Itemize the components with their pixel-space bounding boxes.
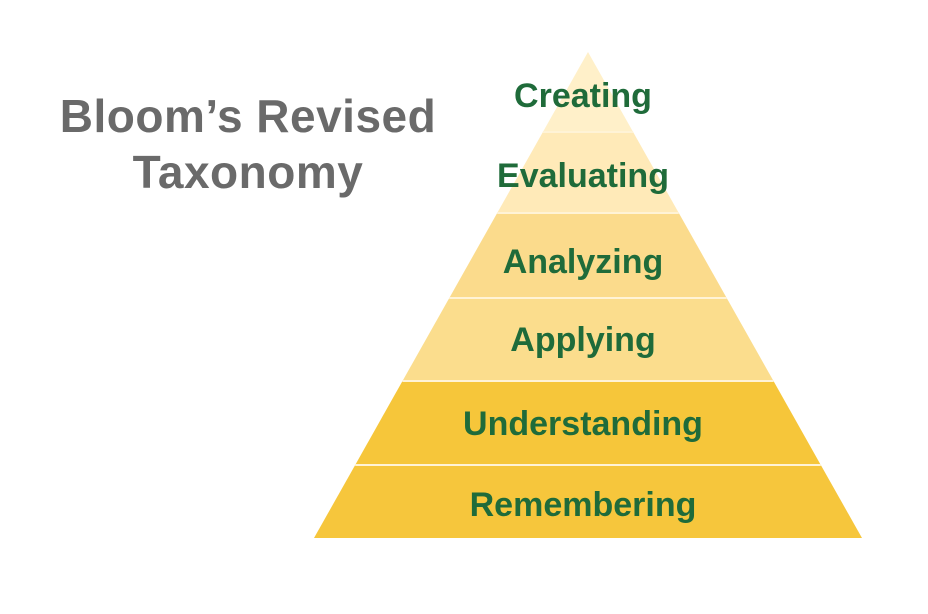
- diagram-title: Bloom’s Revised Taxonomy: [18, 88, 478, 200]
- title-line-1: Bloom’s Revised: [59, 90, 437, 142]
- pyramid-layer-applying: [402, 298, 774, 381]
- pyramid-layers: [314, 52, 862, 538]
- title-line-2: Taxonomy: [132, 146, 364, 198]
- level-label-remembering: Remembering: [470, 486, 697, 524]
- pyramid-labels: Creating Evaluating Analyzing Applying Under…: [463, 77, 703, 524]
- level-label-understanding: Understanding: [463, 405, 703, 443]
- level-label-evaluating: Evaluating: [497, 157, 669, 195]
- level-label-creating: Creating: [514, 77, 652, 115]
- pyramid-layer-analyzing: [449, 213, 727, 298]
- level-label-applying: Applying: [510, 321, 655, 359]
- pyramid-layer-evaluating: [497, 132, 679, 213]
- pyramid-layer-understanding: [355, 381, 821, 465]
- level-label-analyzing: Analyzing: [503, 243, 664, 281]
- pyramid-layer-creating: [542, 52, 634, 132]
- pyramid-layer-remembering: [314, 465, 862, 538]
